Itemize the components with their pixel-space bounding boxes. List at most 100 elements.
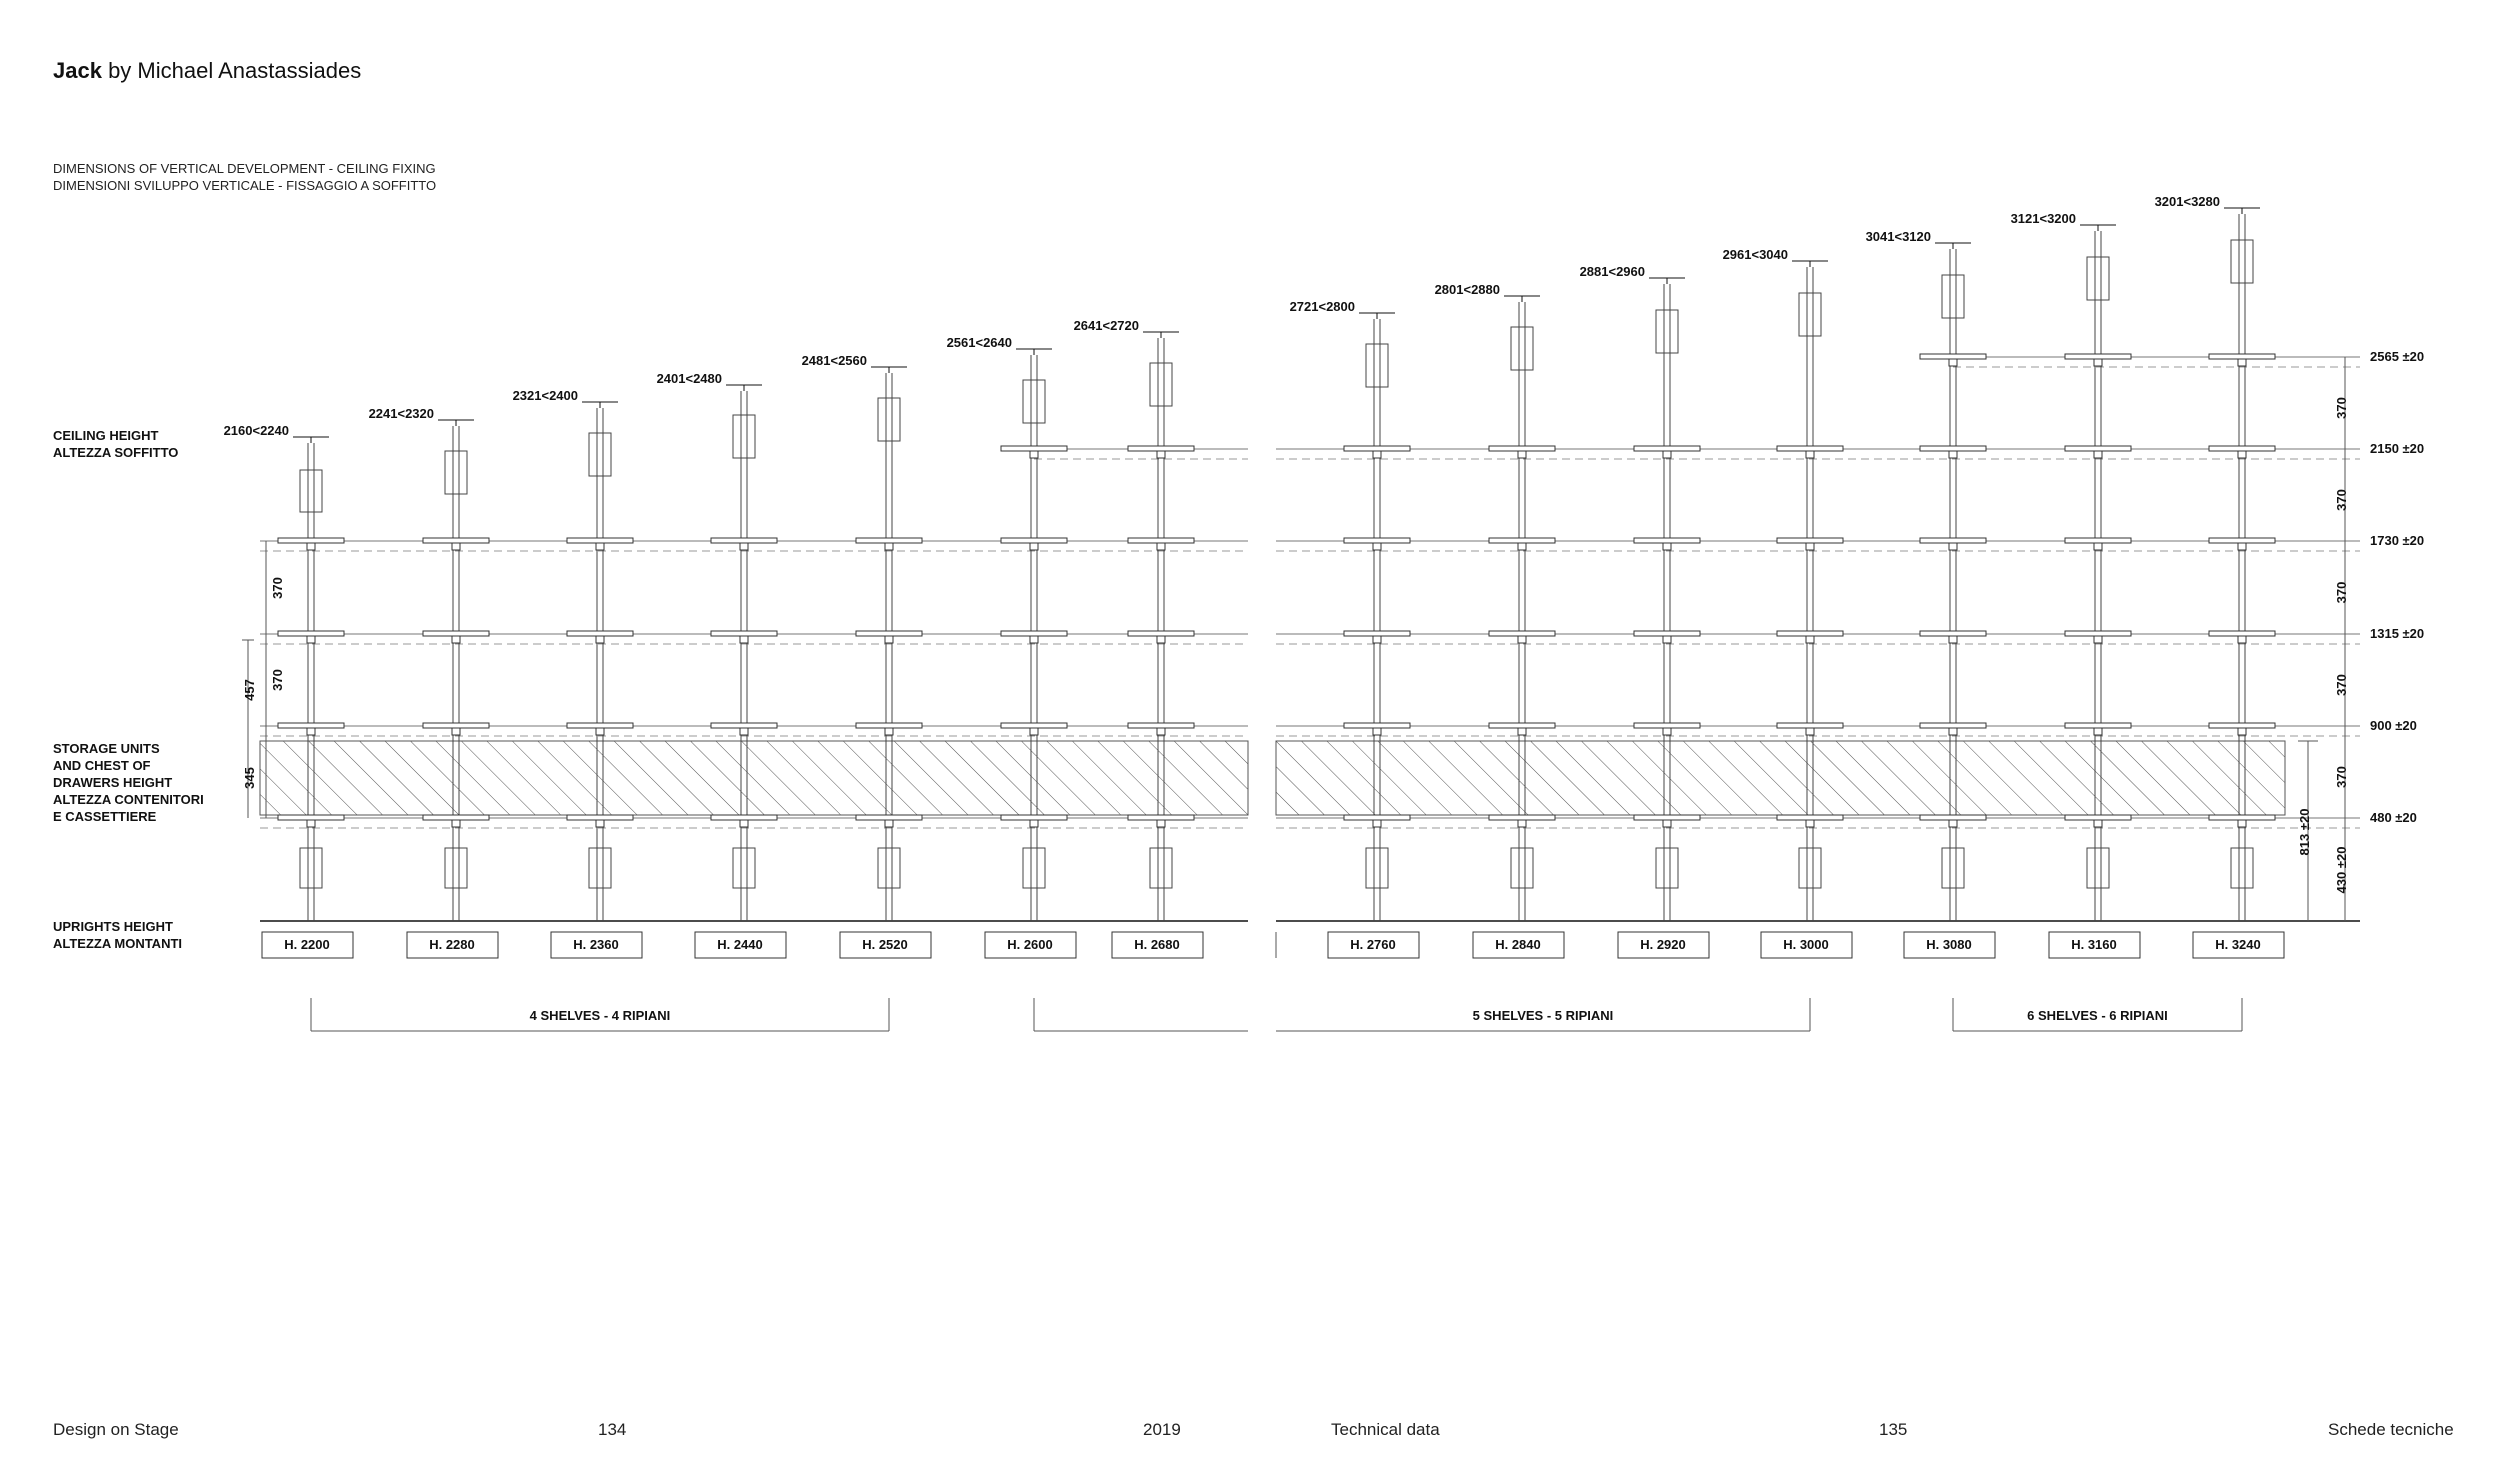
shelf-board — [1343, 722, 1411, 729]
shelf-clamp — [2093, 542, 2103, 551]
shelf-clamp — [1805, 450, 1815, 459]
ceiling-range-label: 3121<3200 — [2011, 211, 2076, 226]
shelf-board — [1127, 537, 1195, 544]
shelf-board — [1127, 630, 1195, 637]
floor-sleeve — [1798, 847, 1822, 889]
section-subtitle: DIMENSIONS OF VERTICAL DEVELOPMENT - CEI… — [53, 160, 436, 194]
ceiling-sleeve — [2230, 239, 2254, 284]
storage-depth-label: 457 — [242, 679, 257, 701]
upright-column: 2961<3040 H. 3000 — [1723, 247, 1853, 959]
floor-sleeve — [1149, 847, 1173, 889]
shelf-clamp — [2237, 635, 2247, 644]
shelf-clamp — [1662, 635, 1672, 644]
ceiling-sleeve — [1798, 292, 1822, 337]
upright-column: 2401<2480 H. 2440 — [657, 371, 787, 959]
shelf-clamp — [1805, 819, 1815, 828]
shelf-clamp — [2237, 542, 2247, 551]
upright-height-label: H. 3240 — [2215, 937, 2261, 952]
group-five-shelves-left — [1033, 998, 1248, 1032]
shelf-clamp — [1156, 635, 1166, 644]
shelf-spacing-label: 370 — [270, 669, 285, 691]
shelf-board — [710, 814, 778, 821]
shelf-clamp — [306, 542, 316, 551]
shelf-board — [1776, 630, 1844, 637]
floor-sleeve — [1941, 847, 1965, 889]
upright-height-label: H. 2760 — [1350, 937, 1396, 952]
shelf-board — [710, 722, 778, 729]
upright-height-box — [2192, 931, 2285, 959]
upright-height-label: H. 2440 — [717, 937, 763, 952]
shelf-board — [855, 537, 923, 544]
uprights-height-label: UPRIGHTS HEIGHT ALTEZZA MONTANTI — [53, 919, 183, 951]
shelf-clamp — [1156, 819, 1166, 828]
shelf-level-label: 480 ±20 — [2370, 810, 2417, 825]
shelf-clamp — [1948, 542, 1958, 551]
shelf-clamp — [1372, 450, 1382, 459]
shelf-board — [422, 630, 490, 637]
ceiling-sleeve — [1365, 343, 1389, 388]
shelf-clamp — [2093, 727, 2103, 736]
shelf-clamp — [739, 542, 749, 551]
ceiling-range-label: 2241<2320 — [369, 406, 434, 421]
upright-column: 2160<2240 H. 2200 — [224, 423, 354, 959]
shelf-board — [1776, 722, 1844, 729]
shelf-board — [1343, 537, 1411, 544]
shelf-clamp — [2093, 819, 2103, 828]
ceiling-sleeve — [1510, 326, 1534, 371]
shelf-board — [1633, 537, 1701, 544]
upright-height-box — [1111, 931, 1204, 959]
shelf-board — [2064, 537, 2132, 544]
shelf-spacing-label: 370 — [2334, 397, 2349, 419]
shelf-clamp — [1372, 819, 1382, 828]
shelf-board — [1488, 814, 1556, 821]
shelf-board — [710, 537, 778, 544]
shelf-board — [1633, 630, 1701, 637]
shelf-clamp — [884, 727, 894, 736]
upright-height-box — [694, 931, 787, 959]
storage-total-height-label: 813 ±20 — [2297, 809, 2312, 856]
shelf-clamp — [884, 542, 894, 551]
shelf-board — [2064, 630, 2132, 637]
upright-height-label: H. 2840 — [1495, 937, 1541, 952]
shelf-clamp — [1517, 727, 1527, 736]
shelf-clamp — [1948, 819, 1958, 828]
shelf-clamp — [1372, 727, 1382, 736]
ceiling-range-label: 2321<2400 — [513, 388, 578, 403]
upright-height-box — [1617, 931, 1710, 959]
floor-sleeve — [1365, 847, 1389, 889]
ceiling-range-label: 2481<2560 — [802, 353, 867, 368]
floor-sleeve — [732, 847, 756, 889]
shelf-clamp — [1948, 727, 1958, 736]
footer-right-page: 135 — [1879, 1420, 1908, 1439]
shelf-board — [277, 722, 345, 729]
bottom-shelf-height-label: 430 ±20 — [2334, 847, 2349, 894]
upright-column: 2321<2400 H. 2360 — [513, 388, 643, 959]
footer-year: 2019 — [1143, 1420, 1181, 1439]
shelf-clamp — [595, 819, 605, 828]
shelf-clamp — [2237, 450, 2247, 459]
upright-height-label: H. 2680 — [1134, 937, 1180, 952]
subtitle-line-en: DIMENSIONS OF VERTICAL DEVELOPMENT - CEI… — [53, 161, 436, 176]
ceiling-sleeve — [877, 397, 901, 442]
shelf-clamp — [1156, 727, 1166, 736]
ceiling-range-label: 2160<2240 — [224, 423, 289, 438]
shelf-board — [1776, 537, 1844, 544]
ceiling-sleeve — [1022, 379, 1046, 424]
ceiling-range-label: 2721<2800 — [1290, 299, 1355, 314]
floor-sleeve — [2086, 847, 2110, 889]
title-designer: by Michael Anastassiades — [101, 58, 362, 83]
shelf-board — [1343, 445, 1411, 452]
upright-column: 2641<2720 H. 2680 — [1074, 318, 1204, 959]
shelf-spacing-label: 370 — [2334, 766, 2349, 788]
shelf-board — [1488, 630, 1556, 637]
shelf-clamp — [2093, 450, 2103, 459]
shelf-board — [277, 537, 345, 544]
ceiling-range-label: 2961<3040 — [1723, 247, 1788, 262]
floor-sleeve — [877, 847, 901, 889]
shelf-clamp — [595, 727, 605, 736]
upright-column: 2561<2640 H. 2600 — [947, 335, 1077, 959]
shelf-board — [1343, 630, 1411, 637]
upright-height-box — [2048, 931, 2141, 959]
ceiling-range-label: 2801<2880 — [1435, 282, 1500, 297]
